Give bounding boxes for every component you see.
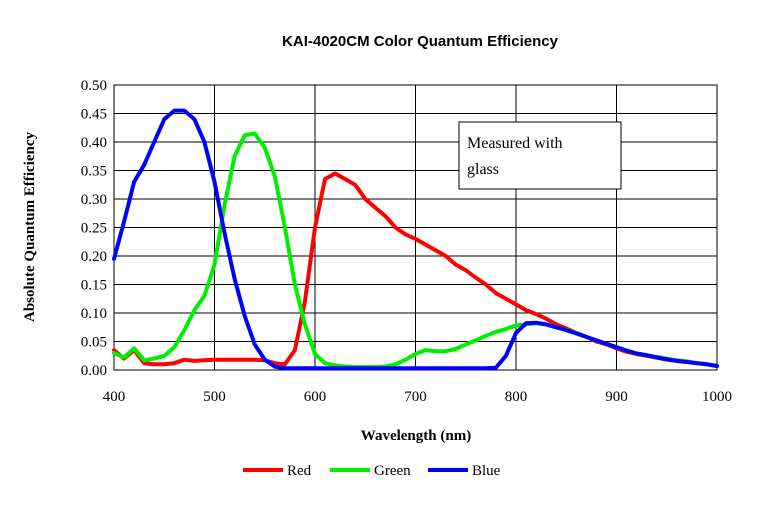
y-tick-label: 0.00 (81, 363, 107, 379)
y-tick-label: 0.25 (81, 221, 107, 237)
x-axis-label: Wavelength (nm) (361, 428, 471, 444)
series-lines (112, 108, 719, 371)
y-tick-label: 0.35 (81, 164, 107, 180)
annotation-frame (458, 121, 622, 190)
y-tick-label: 0.30 (81, 192, 107, 208)
annotation-line-2: glass (467, 161, 499, 178)
grid-lines (113, 84, 718, 371)
x-tick-label: 800 (505, 389, 528, 405)
chart-title: KAI-4020CM Color Quantum Efficiency (282, 33, 559, 50)
y-tick-label: 0.20 (81, 249, 107, 265)
annotation-box: Measured with glass (458, 121, 622, 190)
y-tick-label: 0.45 (81, 107, 107, 123)
x-tick-label: 700 (404, 389, 427, 405)
x-tick-label: 900 (605, 389, 628, 405)
x-tick-label: 1000 (702, 389, 732, 405)
x-tick-label: 500 (203, 389, 226, 405)
y-tick-label: 0.50 (81, 78, 107, 94)
y-tick-label: 0.10 (81, 306, 107, 322)
x-tick-label: 400 (103, 389, 126, 405)
x-tick-label: 600 (304, 389, 327, 405)
y-tick-label: 0.40 (81, 135, 107, 151)
y-tick-label: 0.05 (81, 335, 107, 351)
legend: Red Green Blue (243, 463, 501, 479)
legend-label-red: Red (287, 463, 312, 479)
x-tick-labels: 400 500 600 700 800 900 1000 (103, 389, 732, 405)
annotation-line-1: Measured with (467, 135, 563, 152)
legend-label-green: Green (374, 463, 411, 479)
legend-label-blue: Blue (472, 463, 501, 479)
series-line-blue (112, 108, 719, 371)
y-tick-label: 0.15 (81, 278, 107, 294)
y-tick-labels: 0.00 0.05 0.10 0.15 0.20 0.25 0.30 0.35 0.40 0.45… (81, 78, 107, 379)
y-axis-label: Absolute Quantum Efficiency (22, 132, 38, 323)
